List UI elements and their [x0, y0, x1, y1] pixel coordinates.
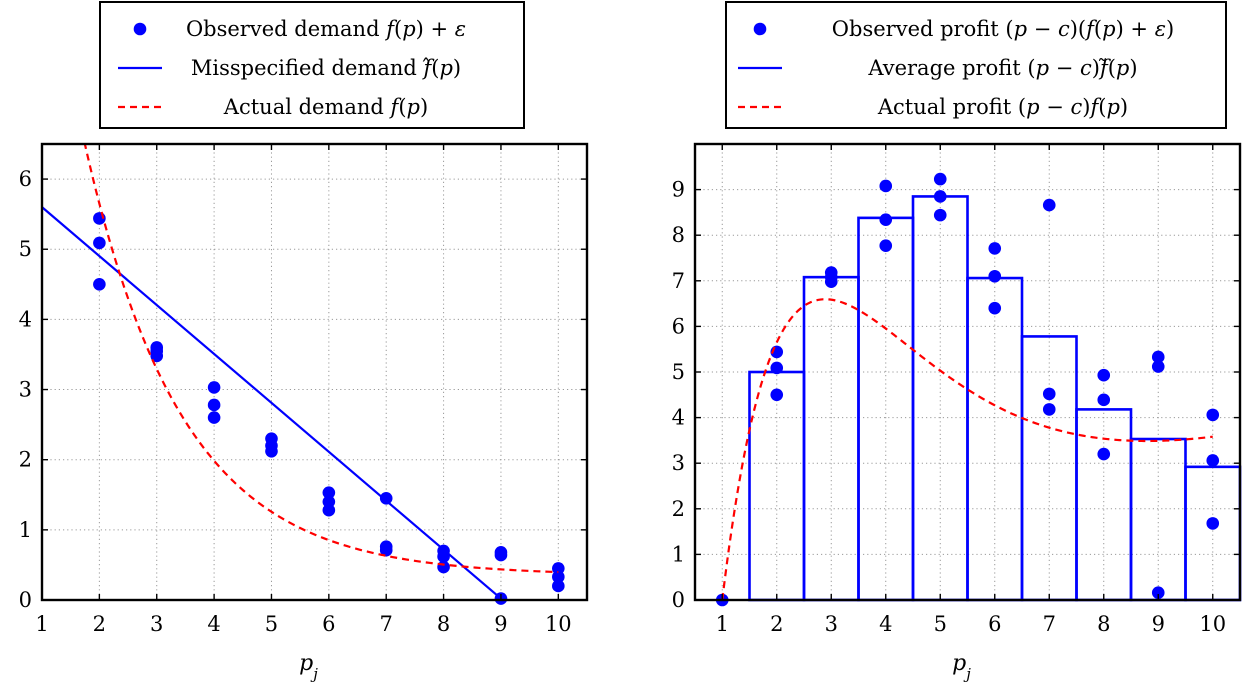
data-point — [265, 444, 278, 458]
data-point — [879, 213, 893, 226]
x-tick-label: 10 — [545, 612, 572, 636]
legend-box — [725, 1, 1227, 129]
series-dashed-line — [721, 298, 1213, 600]
x-tick-label: 6 — [988, 612, 1001, 636]
series-dashed-line — [83, 144, 559, 574]
x-tick-label: 3 — [150, 612, 163, 636]
x-tick-label: 1 — [716, 612, 729, 636]
x-tick-label: 4 — [879, 612, 892, 636]
data-point — [770, 361, 784, 375]
x-axis-label: pj — [299, 651, 318, 682]
data-point — [322, 503, 336, 517]
data-point — [1151, 360, 1165, 373]
legend-label: Actual demand f(p) — [223, 95, 428, 119]
legend-label: Actual profit (p − c)f(p) — [877, 95, 1128, 119]
data-point — [1042, 198, 1056, 212]
y-tick-label: 3 — [672, 451, 685, 475]
data-point — [207, 381, 221, 394]
data-point — [379, 491, 393, 505]
y-tick-label: 1 — [19, 518, 32, 542]
y-tick-label: 6 — [672, 314, 685, 338]
data-point — [207, 411, 221, 424]
data-point — [552, 579, 565, 593]
y-tick-label: 4 — [19, 307, 32, 331]
x-tick-label: 8 — [1097, 612, 1110, 636]
y-tick-label: 7 — [672, 269, 685, 293]
data-point — [1151, 586, 1165, 600]
legend-marker — [133, 22, 147, 36]
data-point — [879, 239, 893, 252]
data-point — [552, 570, 565, 584]
x-tick-label: 7 — [1043, 612, 1056, 636]
y-tick-label: 8 — [672, 223, 685, 247]
profit-chart: 1 2 3 4 5 6 7 8 9 10 0 1 2 3 4 5 6 7 8 9 pj Observed profit (… — [672, 1, 1242, 682]
x-tick-label: 6 — [322, 612, 335, 636]
x-tick-label: 3 — [825, 612, 838, 636]
legend-marker — [753, 22, 767, 36]
data-point — [437, 560, 450, 574]
data-point — [1042, 387, 1056, 401]
data-point — [1097, 393, 1111, 407]
bar — [1184, 465, 1242, 602]
bar — [748, 370, 806, 602]
axes-frame — [40, 142, 589, 602]
legend-label: Observed profit (p − c)(f(p) + ε) — [832, 17, 1174, 41]
x-tick-label: 5 — [265, 612, 278, 636]
data-point — [933, 172, 947, 186]
y-tick-label: 4 — [672, 406, 685, 430]
y-tick-label: 1 — [672, 542, 685, 566]
x-tick-label: 1 — [35, 612, 48, 636]
y-tick-label: 5 — [19, 237, 32, 261]
x-tick-label: 2 — [93, 612, 106, 636]
data-point — [1042, 403, 1056, 416]
x-tick-label: 9 — [494, 612, 507, 636]
data-point — [1206, 408, 1220, 422]
data-point — [93, 278, 106, 291]
data-point — [933, 208, 947, 222]
y-tick-label: 2 — [19, 448, 32, 472]
data-point — [879, 179, 893, 193]
x-tick-label: 7 — [380, 612, 393, 636]
data-point — [1097, 368, 1111, 382]
y-tick-label: 9 — [672, 178, 685, 202]
x-tick-label: 10 — [1199, 612, 1226, 636]
legend-label: Average profit (p − c)f̃(p) — [867, 56, 1137, 80]
data-point — [824, 275, 838, 289]
data-point — [494, 548, 508, 562]
data-point — [379, 543, 393, 557]
data-point — [770, 388, 784, 402]
x-tick-label: 9 — [1152, 612, 1165, 636]
data-point — [93, 236, 106, 250]
x-tick-label: 4 — [207, 612, 220, 636]
x-tick-label: 2 — [770, 612, 783, 636]
y-tick-label: 6 — [19, 167, 32, 191]
legend-label: Observed demand f(p) + ε — [186, 17, 466, 41]
x-tick-label: 5 — [934, 612, 947, 636]
data-point — [322, 486, 336, 499]
bar — [1129, 437, 1187, 602]
data-point — [988, 301, 1002, 315]
y-tick-label: 3 — [19, 378, 32, 402]
y-tick-label: 5 — [672, 360, 685, 384]
data-point — [988, 242, 1002, 255]
y-tick-label: 0 — [19, 588, 32, 612]
legend-box — [99, 1, 525, 129]
y-tick-label: 2 — [672, 497, 685, 521]
x-tick-label: 8 — [437, 612, 450, 636]
data-point — [1206, 517, 1220, 530]
y-tick-label: 0 — [672, 588, 685, 612]
data-point — [1206, 454, 1220, 467]
data-point — [1097, 447, 1111, 461]
data-point — [150, 349, 164, 363]
data-point — [988, 269, 1002, 283]
data-point — [933, 190, 947, 203]
data-point — [1151, 350, 1165, 364]
legend-label: Misspecified demand f̂(p) — [191, 56, 461, 80]
x-axis-label: pj — [952, 651, 971, 682]
data-point — [207, 398, 221, 412]
